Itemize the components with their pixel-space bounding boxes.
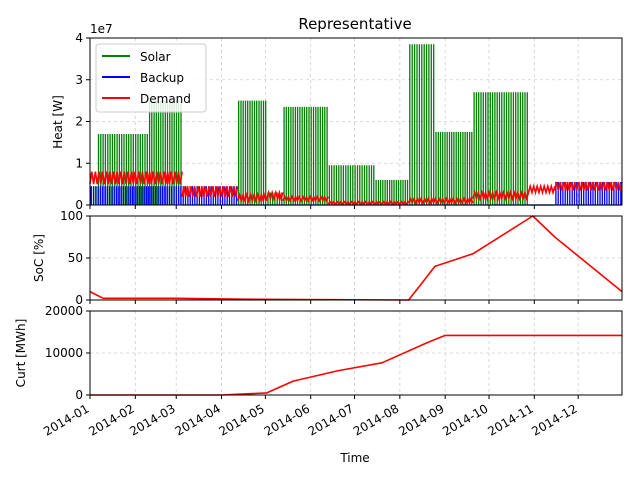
- heat-demand-segment: [236, 191, 268, 204]
- heat-demand-segment: [527, 183, 556, 196]
- x-axis-label: Time: [339, 451, 369, 465]
- heat-solar-segment: [435, 131, 473, 205]
- legend-box: [95, 43, 207, 113]
- heat-y-tick-label: 3: [75, 73, 83, 87]
- heat-solar-segment: [283, 106, 328, 205]
- heat-demand-segment: [282, 194, 329, 203]
- heat-solar-segment: [97, 134, 148, 205]
- legend-label-demand: Demand: [140, 92, 191, 106]
- curt-panel: 0 10000 20000 Curt [MWh]: [14, 304, 623, 402]
- soc-series-soc: [89, 215, 623, 301]
- heat-y-tick-label: 2: [75, 115, 83, 129]
- soc-panel: 0 50 100 SoC [%]: [32, 209, 623, 307]
- heat-solar-segment: [328, 165, 375, 205]
- heat-solar-segment: [148, 100, 182, 205]
- heat-demand-segment: [472, 189, 530, 202]
- heat-demand-segment: [554, 181, 623, 191]
- curt-series-curt: [90, 334, 622, 396]
- curt-y-tick-label: 20000: [45, 304, 83, 318]
- legend-label-backup: Backup: [140, 71, 184, 85]
- heat-demand-segment: [89, 171, 183, 185]
- heat-y-tick-label: 4: [75, 31, 83, 45]
- soc-y-tick-label: 100: [60, 209, 83, 223]
- soc-y-label: SoC [%]: [32, 234, 46, 282]
- heat-solar-segment: [238, 100, 267, 205]
- heat-demand-segment: [327, 200, 410, 206]
- soc-y-tick-label: 50: [68, 251, 83, 265]
- curt-y-tick-label: 10000: [45, 346, 83, 360]
- curt-y-tick-label: 0: [75, 388, 83, 402]
- heat-demand-segment: [407, 196, 474, 205]
- curt-y-label: Curt [MWh]: [14, 319, 28, 388]
- soc-y-tick-label: 0: [75, 293, 83, 307]
- heat-demand-segment: [181, 186, 239, 197]
- heat-y-tick-label: 0: [75, 198, 83, 212]
- heat-series-demand: [89, 171, 623, 206]
- heat-y-offset: 1e7: [90, 22, 113, 36]
- heat-solar-segment: [473, 92, 528, 205]
- heat-backup-segment: [90, 186, 182, 205]
- legend-label-solar: Solar: [140, 50, 171, 64]
- heat-series-solar: [90, 44, 622, 206]
- heat-backup-segment: [555, 182, 622, 205]
- heat-solar-segment: [409, 44, 435, 205]
- heat-panel: 0 1 2 3 4 1e7 Heat [W] Solar Backup Demand: [51, 22, 623, 212]
- chart-title: Representative: [298, 15, 411, 33]
- legend: Solar Backup Demand: [95, 43, 207, 113]
- heat-y-tick-label: 1: [75, 156, 83, 170]
- heat-solar-segment: [375, 179, 409, 205]
- heat-demand-segment: [266, 189, 284, 202]
- heat-y-label: Heat [W]: [51, 95, 65, 149]
